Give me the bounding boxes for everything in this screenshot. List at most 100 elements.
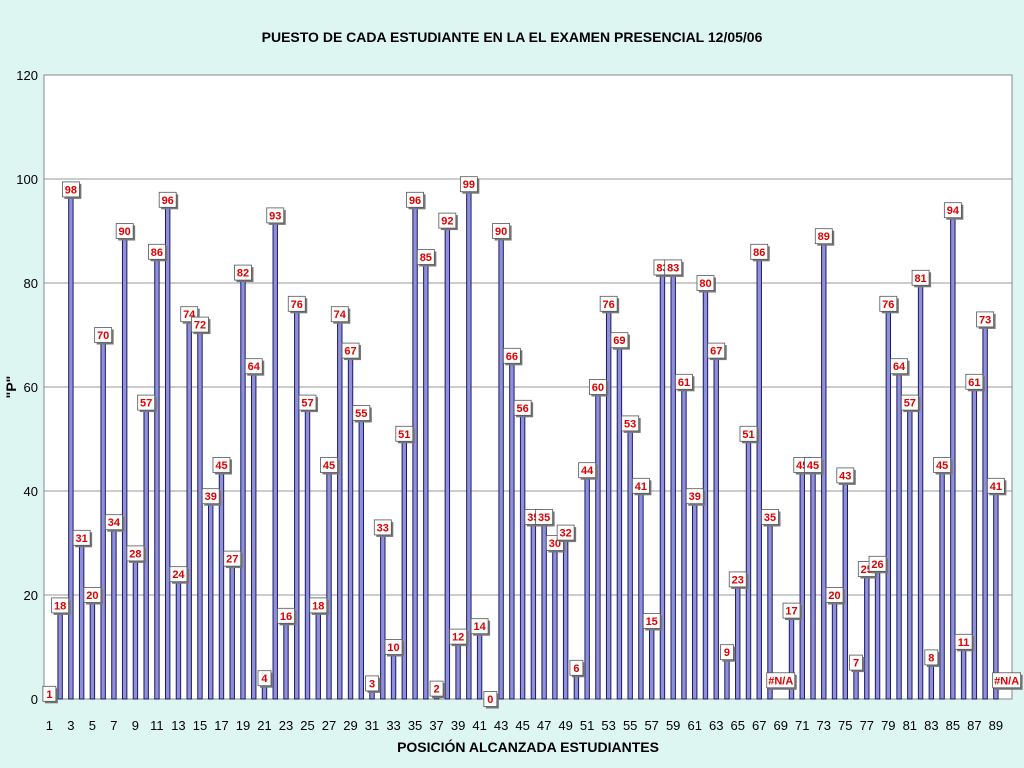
x-tick-label: 63	[709, 718, 723, 733]
data-label: 15	[642, 613, 663, 631]
data-label: 45	[212, 457, 232, 475]
x-tick-label: 49	[558, 718, 572, 733]
bar	[154, 251, 160, 700]
bar	[864, 568, 870, 700]
data-label: 90	[115, 223, 136, 241]
x-tick-label: 79	[881, 718, 895, 733]
data-label-text: 92	[441, 216, 453, 228]
data-label: 53	[621, 415, 641, 433]
x-tick-label: 7	[110, 718, 117, 733]
data-label: 12	[449, 628, 469, 647]
x-tick-label: 27	[322, 718, 336, 733]
bar	[251, 365, 257, 700]
x-tick-label: 57	[644, 718, 658, 733]
data-label: 96	[406, 191, 426, 210]
data-label-text: 1	[46, 689, 52, 701]
x-tick-label: 15	[193, 718, 207, 733]
y-tick-label: 80	[24, 276, 38, 291]
data-label-text: 26	[871, 559, 883, 571]
data-label-text: 76	[291, 299, 303, 311]
y-tick-label: 120	[16, 68, 38, 83]
bar	[810, 464, 816, 700]
data-label: 14	[470, 618, 491, 636]
x-tick-label: 71	[795, 718, 809, 733]
data-label-text: 57	[904, 398, 916, 410]
y-tick-label: 100	[16, 172, 38, 187]
data-label: 76	[879, 295, 899, 314]
x-tick-label: 9	[132, 718, 139, 733]
data-label: 57	[900, 394, 921, 413]
data-label: 66	[502, 347, 523, 366]
data-label: 4	[257, 670, 273, 688]
bar	[681, 381, 687, 700]
data-label: 17	[782, 602, 803, 621]
bar	[670, 266, 676, 700]
x-tick-label: 13	[171, 718, 185, 733]
data-label-text: 33	[377, 522, 389, 534]
data-label-text: 8	[928, 652, 934, 664]
x-tick-label: 17	[214, 718, 228, 733]
data-label-text: 20	[86, 590, 98, 602]
bar	[186, 313, 192, 700]
bar	[831, 594, 838, 700]
x-tick-label: 5	[89, 718, 96, 733]
data-label-text: 24	[172, 569, 185, 581]
x-tick-label: 25	[300, 718, 314, 733]
x-tick-label: 3	[67, 718, 74, 733]
data-label-text: #N/A	[994, 675, 1019, 687]
bar	[713, 350, 719, 700]
data-label: 57	[298, 394, 319, 413]
data-label-text: 55	[355, 408, 367, 420]
data-label-text: 72	[194, 320, 206, 332]
bar	[530, 516, 537, 700]
data-label: 45	[804, 457, 824, 475]
data-label-text: 11	[958, 637, 970, 649]
data-label-text: 90	[495, 226, 507, 238]
data-label-text: 76	[603, 299, 615, 311]
data-label: 43	[836, 467, 856, 485]
x-tick-label: 41	[472, 718, 486, 733]
data-label-text: 76	[882, 299, 894, 311]
data-label-text: 99	[463, 179, 475, 191]
y-tick-label: 0	[31, 692, 38, 707]
data-label: 90	[492, 223, 512, 241]
x-tick-label: 83	[924, 718, 938, 733]
x-tick-label: 47	[537, 718, 551, 733]
bar	[756, 251, 762, 700]
data-label: 1	[42, 685, 58, 704]
x-tick-label: 89	[989, 718, 1003, 733]
bar	[939, 464, 945, 700]
data-label: 39	[685, 488, 706, 506]
data-label-text: 96	[409, 195, 421, 207]
data-label-text: 41	[635, 481, 647, 493]
y-axis-ticks: 0 20 40 60 80 100 120	[16, 68, 38, 707]
data-label: 67	[707, 342, 727, 361]
bar	[175, 573, 182, 700]
data-label: 35	[761, 509, 781, 527]
x-tick-label: 55	[623, 718, 637, 733]
data-label-text: 51	[398, 429, 410, 441]
bar	[111, 521, 117, 700]
data-label-text: 69	[613, 335, 625, 347]
data-label-text: 35	[538, 512, 550, 524]
x-tick-label: 43	[494, 718, 508, 733]
data-label: 81	[911, 269, 932, 288]
data-label-text: 32	[560, 528, 572, 540]
data-label-text: 39	[205, 491, 217, 503]
data-label: 94	[943, 202, 964, 220]
bar	[164, 199, 171, 700]
data-label-text: 39	[689, 491, 701, 503]
x-tick-label: 85	[946, 718, 960, 733]
data-label-text: 7	[853, 658, 859, 670]
data-label: 41	[632, 477, 652, 496]
data-label: 20	[825, 587, 846, 605]
data-label: 16	[277, 607, 297, 626]
data-label-text: 10	[387, 642, 399, 654]
bar	[885, 303, 892, 700]
x-tick-label: 35	[408, 718, 422, 733]
data-label-text: 53	[624, 418, 636, 430]
bar	[595, 386, 601, 700]
data-label-text: 43	[839, 470, 851, 482]
data-label: 70	[94, 327, 114, 345]
bar	[380, 526, 386, 700]
